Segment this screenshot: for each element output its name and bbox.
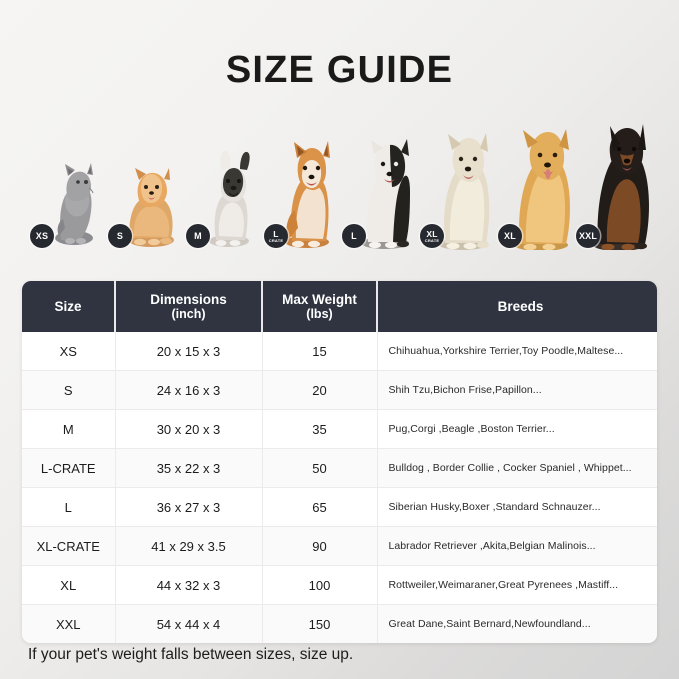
cell-size: XL-CRATE (22, 526, 116, 566)
cell-size: XL (22, 565, 116, 605)
table-header-row: Size Dimensions (inch) Max Weight (lbs) … (22, 281, 657, 332)
labrador-retriever-illustration (438, 133, 490, 250)
cell-max-weight: 150 (262, 604, 378, 643)
cell-max-weight: 20 (262, 370, 378, 410)
column-header-dimensions-main: Dimensions (150, 291, 227, 307)
cell-dimensions: 24 x 16 x 3 (115, 370, 263, 410)
table-row: XL-CRATE 41 x 29 x 3.5 90 Labrador Retri… (22, 526, 657, 566)
cell-dimensions: 44 x 32 x 3 (115, 565, 263, 605)
footer-note: If your pet's weight falls between sizes… (28, 646, 354, 663)
doberman-illustration (593, 124, 649, 250)
size-badge-xs: XS (30, 224, 54, 248)
french-bulldog-illustration (209, 150, 250, 247)
cell-max-weight: 65 (262, 487, 378, 527)
lineup-slot-xs: XS (30, 118, 112, 250)
cell-size: L (22, 487, 116, 527)
size-badge-m: M (186, 224, 210, 248)
cell-max-weight: 15 (262, 332, 378, 371)
shiba-inu-illustration (285, 141, 330, 248)
table-row: M 30 x 20 x 3 35 Pug,Corgi ,Beagle ,Bost… (22, 409, 657, 449)
cell-size: M (22, 409, 116, 449)
lineup-slot-l: L (342, 118, 424, 250)
column-header-dimensions: Dimensions (inch) (115, 281, 263, 332)
size-badge-xl: XL (498, 224, 522, 248)
gray-cat-illustration (55, 163, 94, 245)
cell-max-weight: 100 (262, 565, 378, 605)
column-header-weight-main: Max Weight (282, 291, 357, 307)
size-chart-table-container: Size Dimensions (inch) Max Weight (lbs) … (22, 281, 657, 643)
lineup-slot-xl-crate: XL CRATE (420, 118, 502, 250)
cell-breeds: Rottweiler,Weimaraner,Great Pyrenees ,Ma… (377, 565, 657, 605)
size-badge-s: S (108, 224, 132, 248)
column-header-weight-unit: (lbs) (306, 306, 333, 321)
cell-dimensions: 54 x 44 x 4 (115, 604, 263, 643)
golden-retriever-illustration (514, 129, 570, 250)
table-row: XS 20 x 15 x 3 15 Chihuahua,Yorkshire Te… (22, 332, 657, 371)
cell-breeds: Shih Tzu,Bichon Frise,Papillon... (377, 370, 657, 410)
size-badge-l: L (342, 224, 366, 248)
lineup-slot-m: M (186, 118, 268, 250)
size-badge-xxl: XXL (576, 224, 600, 248)
cell-breeds: Great Dane,Saint Bernard,Newfoundland... (377, 604, 657, 643)
animal-lineup: XS (22, 118, 658, 250)
lineup-slot-xxl: XXL (576, 118, 658, 250)
cell-breeds: Siberian Husky,Boxer ,Standard Schnauzer… (377, 487, 657, 527)
cell-max-weight: 50 (262, 448, 378, 488)
cell-max-weight: 90 (262, 526, 378, 566)
cell-dimensions: 35 x 22 x 3 (115, 448, 263, 488)
size-chart-table: Size Dimensions (inch) Max Weight (lbs) … (22, 281, 657, 643)
table-body: XS 20 x 15 x 3 15 Chihuahua,Yorkshire Te… (22, 332, 657, 643)
table-row: L-CRATE 35 x 22 x 3 50 Bulldog , Border … (22, 448, 657, 488)
cell-size: L-CRATE (22, 448, 116, 488)
table-row: XL 44 x 32 x 3 100 Rottweiler,Weimaraner… (22, 565, 657, 605)
cell-size: S (22, 370, 116, 410)
cell-dimensions: 30 x 20 x 3 (115, 409, 263, 449)
lineup-slot-s: S (108, 118, 190, 250)
size-badge-l-crate: L CRATE (264, 224, 288, 248)
cell-size: XXL (22, 604, 116, 643)
cell-dimensions: 20 x 15 x 3 (115, 332, 263, 371)
page-title: SIZE GUIDE (225, 49, 454, 91)
column-header-size: Size (22, 281, 116, 332)
lineup-slot-l-crate: L CRATE (264, 118, 346, 250)
cell-dimensions: 36 x 27 x 3 (115, 487, 263, 527)
size-badge-xl-crate: XL CRATE (420, 224, 444, 248)
pomeranian-illustration (128, 168, 174, 247)
border-collie-illustration (361, 139, 410, 249)
column-header-max-weight: Max Weight (lbs) (262, 281, 378, 332)
lineup-slot-xl: XL (498, 118, 580, 250)
table-row: XXL 54 x 44 x 4 150 Great Dane,Saint Ber… (22, 604, 657, 643)
cell-breeds: Labrador Retriever ,Akita,Belgian Malino… (377, 526, 657, 566)
table-row: L 36 x 27 x 3 65 Siberian Husky,Boxer ,S… (22, 487, 657, 527)
cell-breeds: Pug,Corgi ,Beagle ,Boston Terrier... (377, 409, 657, 449)
table-row: S 24 x 16 x 3 20 Shih Tzu,Bichon Frise,P… (22, 370, 657, 410)
cell-breeds: Chihuahua,Yorkshire Terrier,Toy Poodle,M… (377, 332, 657, 371)
cell-max-weight: 35 (262, 409, 378, 449)
cell-dimensions: 41 x 29 x 3.5 (115, 526, 263, 566)
cell-breeds: Bulldog , Border Collie , Cocker Spaniel… (377, 448, 657, 488)
column-header-dimensions-unit: (inch) (171, 306, 206, 321)
cell-size: XS (22, 332, 116, 371)
column-header-breeds: Breeds (377, 281, 657, 332)
table-header: Size Dimensions (inch) Max Weight (lbs) … (22, 281, 657, 332)
